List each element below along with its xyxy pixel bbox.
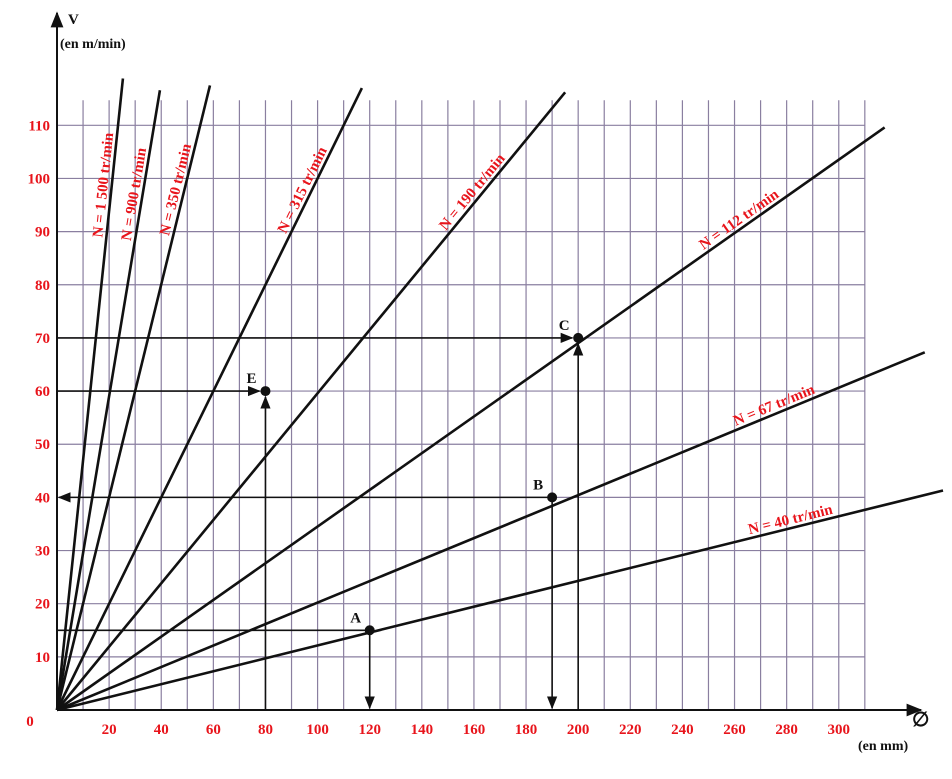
x-tick-label: 300 [828, 722, 851, 738]
x-axis-unit: (en mm) [858, 739, 908, 754]
x-tick-label: 80 [258, 722, 273, 738]
y-tick-label: 20 [35, 597, 50, 613]
point-label: A [350, 610, 361, 626]
x-tick-label: 140 [411, 722, 434, 738]
x-tick-label: 100 [306, 722, 329, 738]
y-tick-label: 60 [35, 384, 50, 400]
speed-line [55, 78, 125, 711]
y-axis-title: V [68, 12, 79, 28]
speed-line [56, 489, 944, 712]
speed-line [55, 91, 567, 711]
y-tick-label: 90 [35, 225, 50, 241]
y-tick-label: 110 [28, 118, 50, 134]
x-tick-label: 60 [206, 722, 221, 738]
line-label: N = 67 tr/min [731, 382, 818, 430]
point [547, 492, 558, 503]
line-label: N = 1 500 tr/min [90, 131, 117, 238]
x-tick-label: 240 [671, 722, 694, 738]
point [364, 625, 375, 636]
x-axis-title: ∅ [912, 709, 929, 731]
y-axis-unit: (en m/min) [60, 37, 126, 52]
speed-line [55, 90, 162, 711]
line-label: N = 315 tr/min [275, 144, 331, 236]
point-label: B [533, 477, 543, 493]
y-tick-label: 30 [35, 544, 50, 560]
point [260, 386, 271, 397]
line-label: N = 900 tr/min [119, 146, 150, 242]
x-tick-label: 20 [102, 722, 117, 738]
x-tick-label: 260 [723, 722, 746, 738]
y-tick-label: 50 [35, 437, 50, 453]
point-label: C [559, 318, 570, 334]
y-tick-label: 40 [35, 490, 50, 506]
speed-line [55, 87, 364, 711]
x-tick-label: 180 [515, 722, 538, 738]
x-tick-label: 220 [619, 722, 642, 738]
speed-line [55, 85, 212, 711]
x-tick-label: 200 [567, 722, 590, 738]
speed-line [56, 351, 926, 712]
y-tick-label: 0 [26, 714, 34, 730]
line-label: N = 40 tr/min [747, 502, 835, 538]
y-tick-label: 80 [35, 278, 50, 294]
x-tick-label: 160 [463, 722, 486, 738]
speed-line [56, 126, 886, 712]
line-label: N = 350 tr/min [157, 142, 195, 238]
y-tick-label: 70 [35, 331, 50, 347]
x-tick-label: 120 [358, 722, 381, 738]
point-label: E [246, 371, 256, 387]
point [573, 332, 584, 343]
y-tick-label: 10 [35, 650, 50, 666]
line-label: N = 112 tr/min [697, 186, 783, 253]
y-tick-label: 100 [28, 171, 51, 187]
x-tick-label: 40 [154, 722, 169, 738]
x-tick-label: 280 [775, 722, 798, 738]
plot: 0 10 20 30 40 50 60 70 80 90 100 110 20 40 60 80 100 120 1… [26, 11, 944, 738]
